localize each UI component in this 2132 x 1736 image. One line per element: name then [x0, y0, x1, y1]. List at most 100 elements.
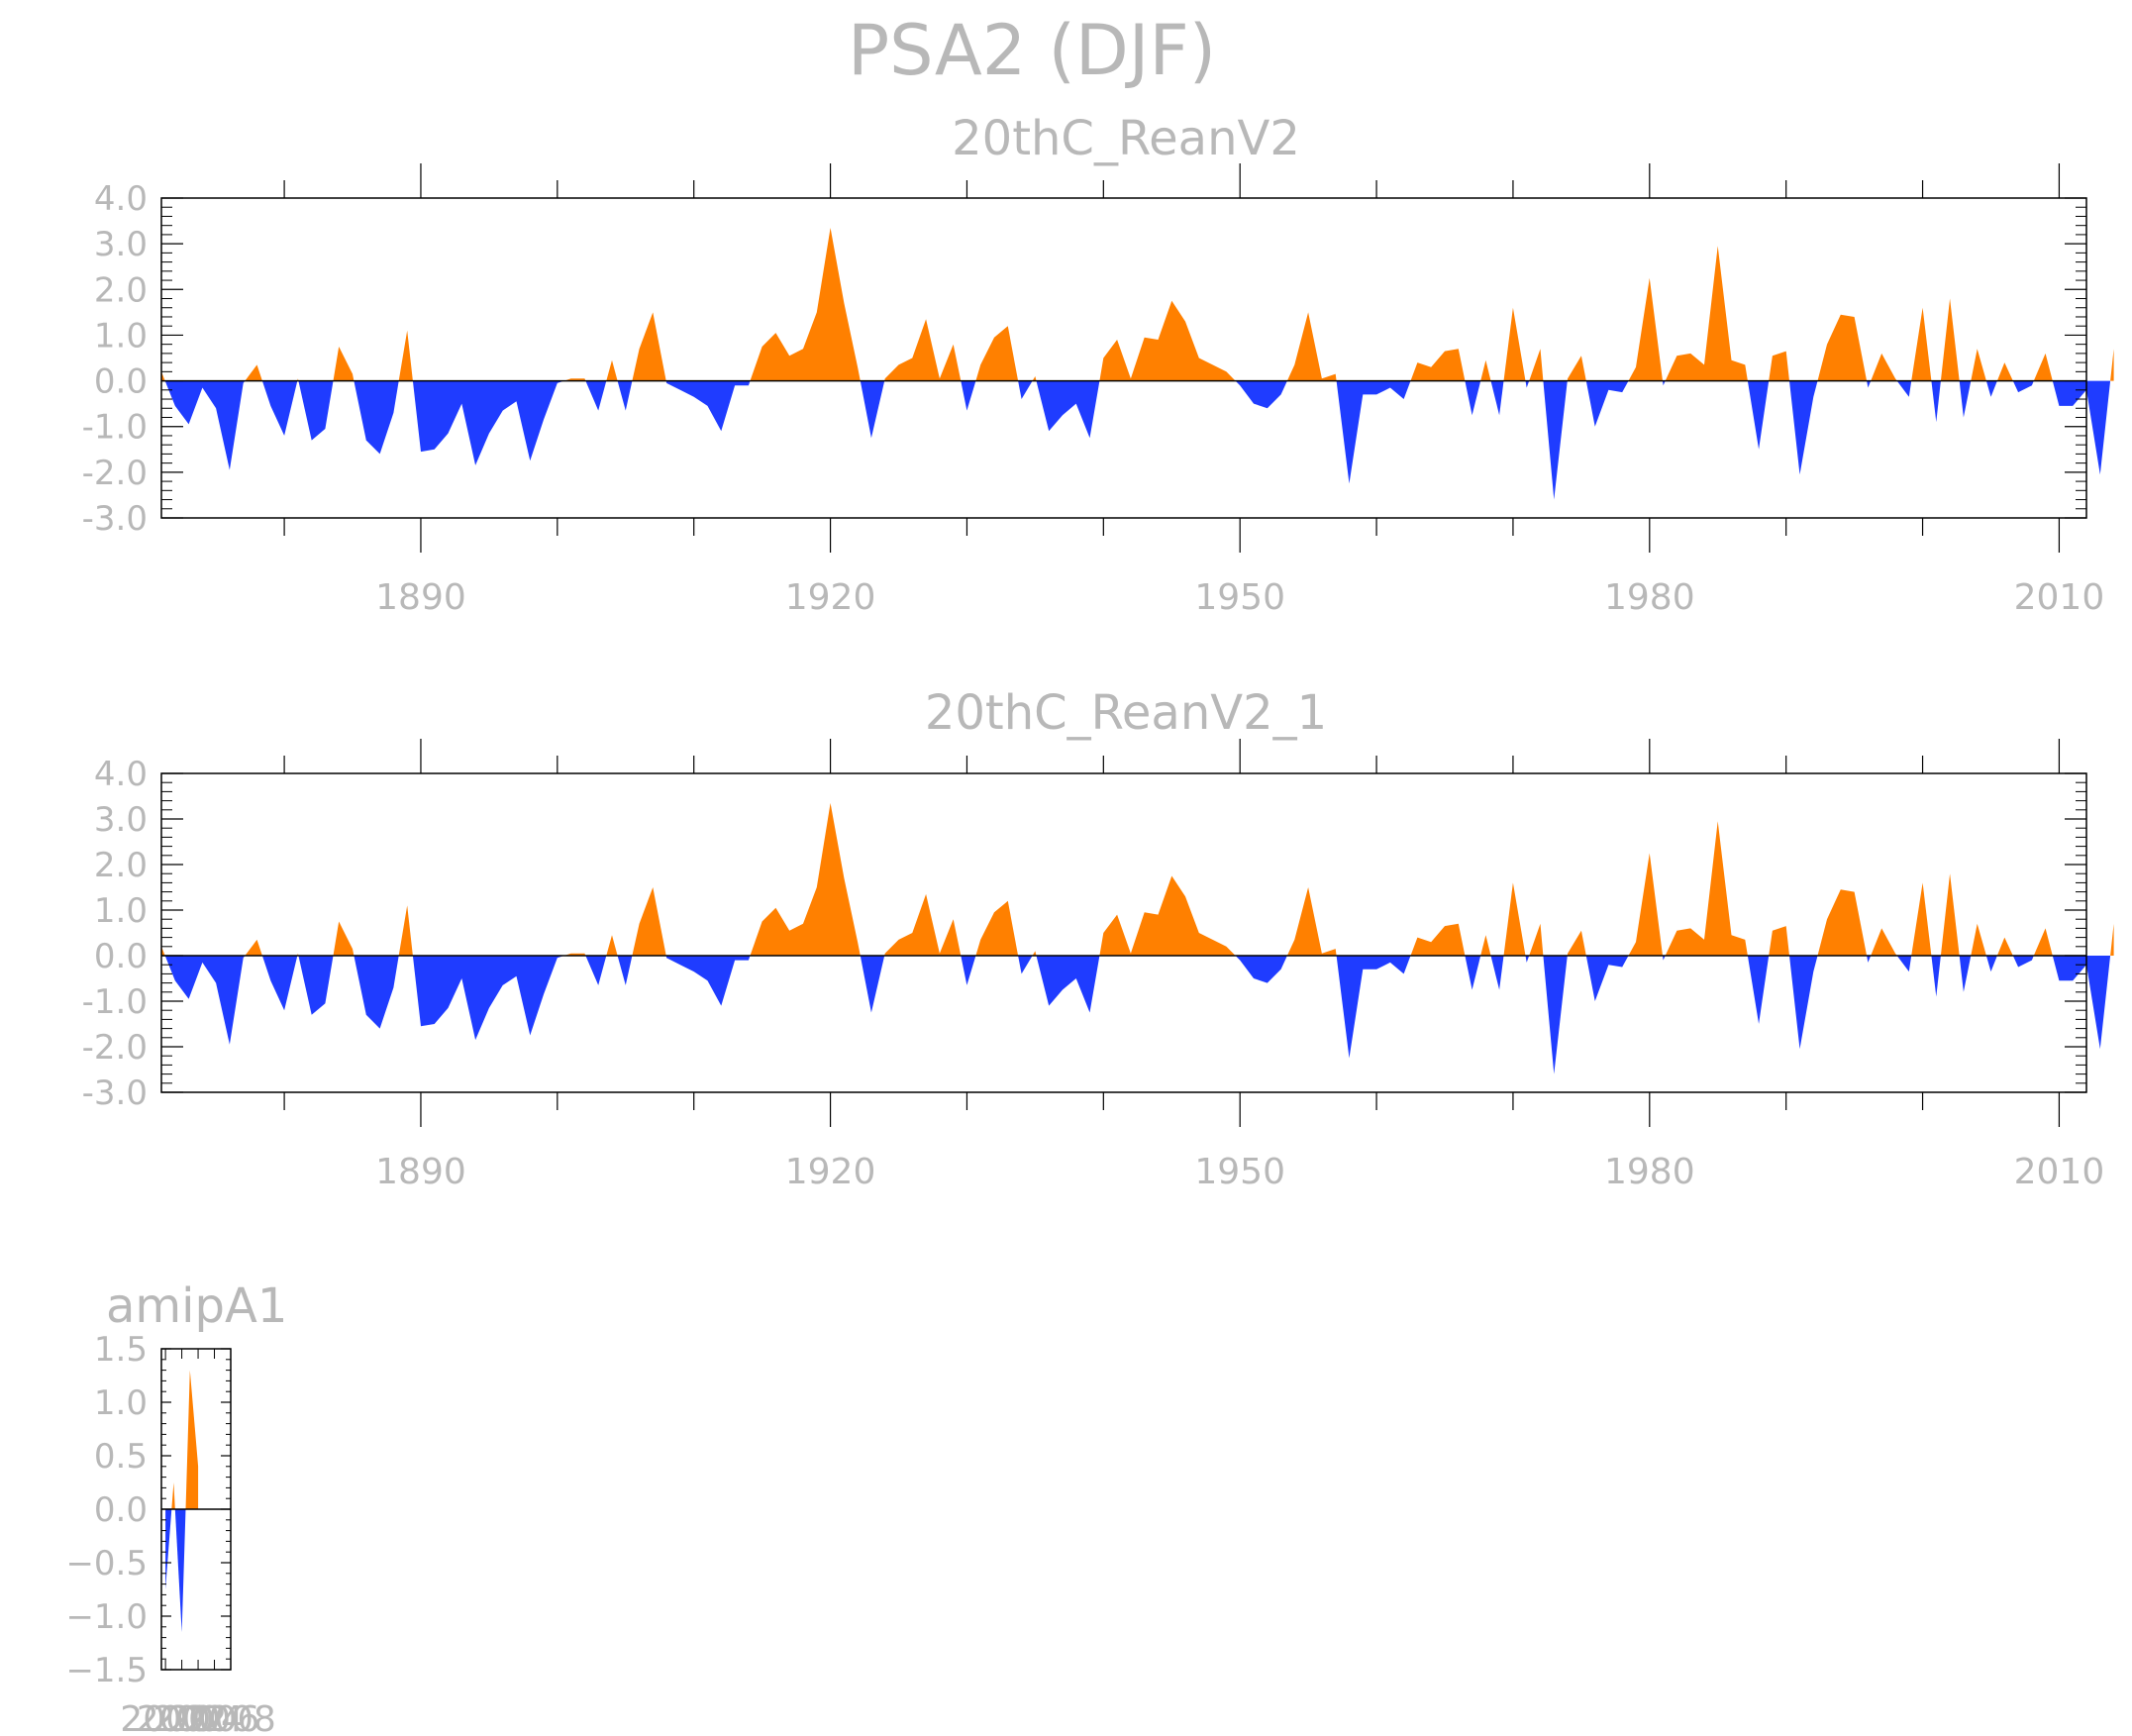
positive-area: [750, 228, 861, 381]
positive-area: [1665, 246, 1748, 381]
positive-area: [1971, 923, 1986, 956]
negative-area: [261, 380, 298, 436]
negative-area: [665, 380, 751, 432]
y-tick-label: 3.0: [94, 800, 148, 840]
positive-area: [1940, 298, 1960, 381]
x-tick-label: 2002: [137, 1699, 228, 1736]
x-axis: 1890 1920 1950 1980 2010: [283, 739, 2104, 1192]
y-axis: −1.5 −1.0 −0.5 0.0 0.5 1.0 1.5: [65, 1330, 231, 1690]
positive-area: [884, 319, 962, 381]
area-fills: [161, 228, 2114, 500]
positive-area: [185, 1370, 199, 1509]
positive-area: [1286, 887, 1337, 956]
negative-area: [1931, 380, 1941, 423]
positive-area: [1286, 312, 1337, 381]
y-tick-label: 1.0: [94, 891, 148, 931]
y-tick-label: 0.0: [94, 1490, 148, 1530]
negative-area: [961, 956, 976, 985]
y-tick-label: 0.0: [94, 362, 148, 402]
positive-area: [1480, 359, 1491, 381]
positive-area: [1871, 928, 1897, 956]
positive-area: [1769, 926, 1789, 956]
negative-area: [1543, 380, 1568, 500]
positive-area: [606, 935, 618, 956]
negative-area: [261, 956, 298, 1011]
negative-area: [860, 956, 885, 1013]
negative-area: [1490, 380, 1504, 416]
positive-area: [1099, 300, 1236, 381]
y-tick-label: -2.0: [82, 454, 148, 493]
negative-area: [412, 956, 564, 1041]
negative-area: [1585, 956, 1629, 1001]
negative-area: [1747, 956, 1770, 1024]
negative-area: [1235, 380, 1287, 409]
negative-area: [617, 956, 633, 985]
x-tick-label: 2004: [152, 1699, 244, 1736]
negative-area: [298, 956, 334, 1015]
negative-area: [1931, 956, 1941, 997]
negative-area: [354, 956, 399, 1029]
x-tick-label: 1890: [375, 577, 466, 618]
plot-frame: [160, 197, 2087, 519]
negative-area: [1465, 956, 1481, 990]
x-tick-label: 1980: [1604, 577, 1695, 618]
positive-area: [1996, 937, 2013, 956]
positive-area: [1817, 314, 1868, 381]
negative-area: [1985, 956, 1997, 972]
y-axis: -3.0 -2.0 -1.0 0.0 1.0 2.0 3.0 4.0: [82, 179, 2086, 539]
negative-area: [1018, 380, 1033, 399]
x-tick-label: 1980: [1604, 1152, 1695, 1192]
negative-area: [165, 1509, 172, 1589]
plot-frame: [160, 772, 2087, 1093]
positive-area: [1911, 307, 1932, 381]
y-tick-label: 0.5: [94, 1437, 148, 1477]
negative-area: [1959, 380, 1972, 418]
y-tick-label: 1.0: [94, 1383, 148, 1423]
negative-area: [617, 380, 633, 411]
negative-area: [1663, 956, 1666, 961]
positive-area: [1529, 349, 1544, 381]
negative-area: [1525, 956, 1530, 963]
negative-area: [354, 380, 399, 455]
positive-area: [1940, 873, 1960, 956]
negative-area: [1867, 380, 1872, 388]
positive-area: [1503, 307, 1526, 381]
positive-area: [1032, 951, 1037, 956]
x-tick-label: 2010: [2014, 577, 2105, 618]
positive-area: [1567, 356, 1586, 381]
positive-area: [1032, 376, 1037, 381]
negative-area: [2052, 380, 2111, 475]
positive-area: [171, 1482, 175, 1509]
positive-area: [1099, 875, 1236, 956]
y-tick-label: -2.0: [82, 1028, 148, 1068]
x-axis: 1890 1920 1950 1980 2010: [283, 163, 2105, 618]
positive-area: [2033, 928, 2053, 956]
negative-area: [1036, 380, 1100, 439]
x-tick-label: 1890: [375, 1152, 466, 1192]
x-tick-label: 1920: [785, 1152, 876, 1192]
positive-area: [1529, 923, 1544, 956]
positive-area: [606, 359, 618, 381]
negative-area: [1867, 956, 1872, 963]
y-tick-label: 3.0: [94, 225, 148, 264]
y-axis: -3.0 -2.0 -1.0 0.0 1.0 2.0 3.0 4.0: [82, 755, 2086, 1113]
negative-area: [1235, 956, 1287, 983]
negative-area: [1959, 956, 1972, 992]
negative-area: [1789, 380, 1818, 475]
chart-20thc-reanv2: 20thC_ReanV2 -3.0 -2.0 -1.0 0.0 1.0 2.0 3.0 4.0…: [82, 111, 2114, 618]
negative-area: [1490, 956, 1504, 990]
y-tick-label: 4.0: [94, 755, 148, 794]
negative-area: [298, 380, 334, 441]
negative-area: [2052, 956, 2111, 1050]
y-tick-label: 1.0: [94, 316, 148, 356]
y-tick-label: 2.0: [94, 270, 148, 310]
positive-area: [1971, 349, 1986, 381]
positive-area: [1911, 882, 1932, 956]
x-tick-label: 1920: [785, 577, 876, 618]
negative-area: [1465, 380, 1481, 416]
positive-area: [161, 371, 165, 381]
area-fills: [161, 802, 2114, 1074]
x-tick-label: 2008: [185, 1699, 276, 1736]
y-tick-label: 2.0: [94, 846, 148, 885]
